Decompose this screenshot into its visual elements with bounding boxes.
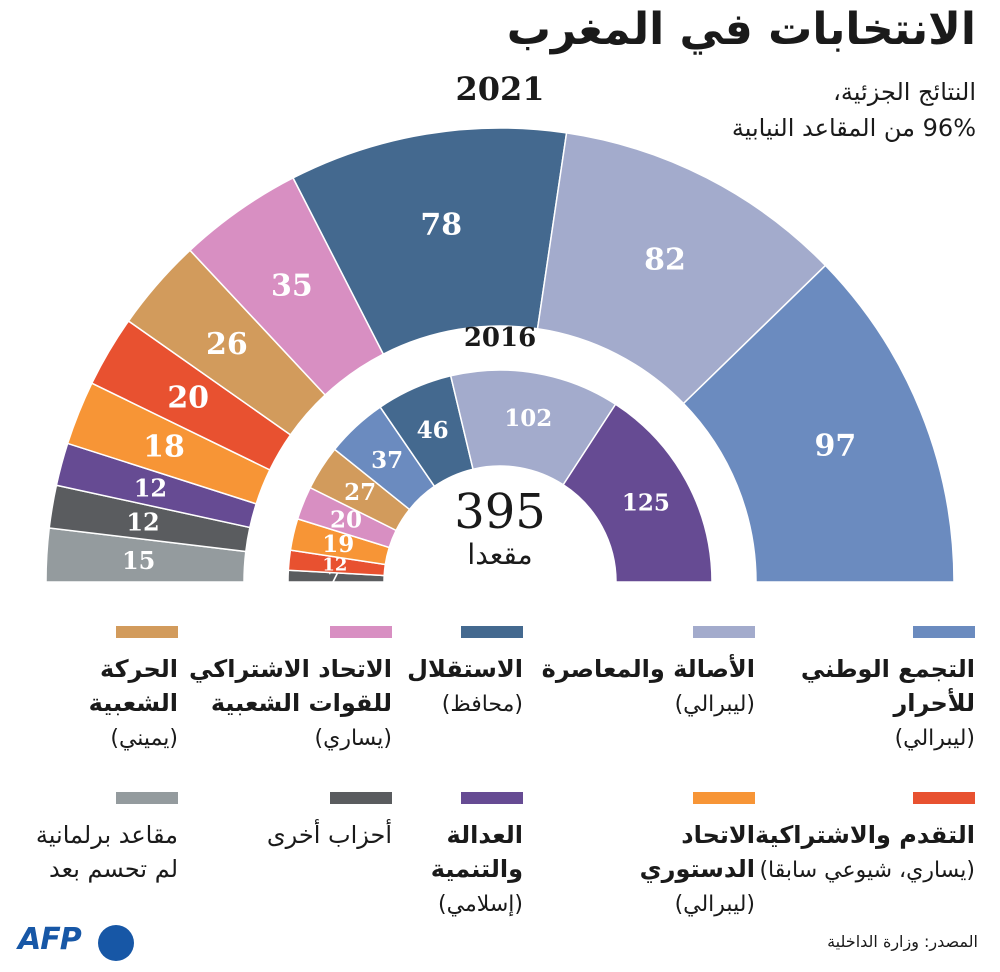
legend-name-other-0: أحزاب أخرى	[266, 821, 392, 849]
arc-label-2021-istiqlal: 78	[420, 207, 462, 242]
legend-swatch-undecided	[116, 792, 178, 804]
arc-segment-2021-rni	[682, 264, 955, 583]
arc-label-2021-uc: 18	[143, 430, 185, 465]
arc-label-2016-pjd: 125	[622, 489, 670, 516]
arc-label-2021-pjd: 12	[134, 474, 167, 503]
legend-swatch-pjd	[461, 792, 523, 804]
legend-item-usfp: الاتحاد الاشتراكي للقوات الشعبية (يساري)	[92, 626, 392, 766]
legend-desc-mp: (يميني)	[110, 726, 178, 751]
legend-item-istiqlal: الاستقلال (محافظ)	[223, 626, 523, 766]
legend-item-other: أحزاب أخرى	[92, 792, 392, 932]
legend-name-usfp-1: للقوات الشعبية	[210, 689, 392, 717]
legend-swatch-rni	[913, 626, 975, 638]
legend-name-pjd-0: العدالة	[446, 821, 523, 849]
subtitle-line-1: النتائج الجزئية،	[833, 78, 976, 106]
arc-label-2016-pps: 12	[322, 554, 347, 575]
source-note: المصدر: وزارة الداخلية	[827, 932, 978, 951]
arc-label-2016-uc: 19	[322, 531, 354, 558]
legend-name-pps-0: التقدم والاشتراكية	[755, 821, 975, 849]
legend-desc-pps: (يساري، شيوعي سابقا)	[759, 858, 975, 883]
legend-name-mp-1: الشعبية	[88, 689, 178, 717]
legend-item-mp: الحركة الشعبية (يميني)	[0, 626, 178, 766]
legend-desc-istiqlal: (محافظ)	[441, 692, 523, 717]
legend-desc-rni: (ليبرالي)	[894, 726, 975, 751]
legend-swatch-other	[330, 792, 392, 804]
legend-swatch-pps	[913, 792, 975, 804]
legend-swatch-pam	[693, 626, 755, 638]
legend-name-istiqlal-0: الاستقلال	[407, 655, 523, 683]
legend-item-pam: الأصالة والمعاصرة (ليبرالي)	[455, 626, 755, 766]
legend-name-mp-0: الحركة	[100, 655, 178, 683]
year-label-2021: 2021	[455, 70, 544, 108]
total-seats-value: 395	[454, 484, 546, 540]
legend-item-pjd: العدالة والتنمية (إسلامي)	[223, 792, 523, 932]
arc-label-2016-rni: 37	[371, 447, 403, 474]
legend-desc-pjd: (إسلامي)	[438, 892, 523, 917]
total-seats: 395 مقعدا	[420, 486, 580, 572]
subtitle-line-2: 96% من المقاعد النيابية	[731, 114, 976, 142]
arc-label-2021-pps: 20	[167, 381, 209, 416]
legend-name-rni-0: التجمع الوطني	[800, 655, 975, 683]
arc-label-2021-rni: 97	[815, 428, 857, 463]
legend-name-uc-0: الاتحاد	[681, 821, 755, 849]
legend-desc-pam: (ليبرالي)	[674, 692, 755, 717]
legend-item-pps: التقدم والاشتراكية (يساري، شيوعي سابقا)	[675, 792, 975, 932]
arc-segment-2016-pjd	[562, 403, 713, 583]
year-label-2016: 2016	[464, 323, 536, 353]
legend-name-rni-1: للأحرار	[893, 689, 975, 717]
arc-label-2016-mp: 27	[344, 479, 376, 506]
arc-label-2021-mp: 26	[206, 327, 248, 362]
arc-label-2021-other: 12	[126, 507, 159, 536]
afp-logo-dot	[98, 925, 134, 961]
page-title: الانتخابات في المغرب	[506, 4, 976, 55]
legend-item-undecided: مقاعد برلمانية لم تحسم بعد	[0, 792, 178, 932]
legend-desc-uc: (ليبرالي)	[674, 892, 755, 917]
legend-desc-usfp: (يساري)	[314, 726, 392, 751]
legend-swatch-usfp	[330, 626, 392, 638]
legend-name-pam-0: الأصالة والمعاصرة	[541, 655, 755, 683]
arc-label-2021-pam: 82	[644, 242, 686, 277]
legend-name-uc-1: الدستوري	[639, 855, 755, 883]
legend-name-undecided-0: مقاعد برلمانية	[35, 821, 178, 849]
legend-item-uc: الاتحاد الدستوري (ليبرالي)	[455, 792, 755, 932]
afp-logo: AFP	[18, 922, 82, 957]
legend-name-pjd-1: والتنمية	[430, 855, 523, 883]
legend-name-usfp-0: الاتحاد الاشتراكي	[189, 655, 392, 683]
arc-label-2016-istiqlal: 46	[417, 417, 449, 444]
legend-swatch-istiqlal	[461, 626, 523, 638]
arc-label-2016-pam: 102	[504, 405, 552, 432]
arc-label-2021-usfp: 35	[271, 268, 313, 303]
arc-label-2021-undecided: 15	[122, 546, 155, 575]
legend-name-undecided-1: لم تحسم بعد	[49, 855, 178, 883]
legend-swatch-uc	[693, 792, 755, 804]
legend-item-rni: التجمع الوطني للأحرار (ليبرالي)	[675, 626, 975, 766]
total-seats-unit: مقعدا	[467, 538, 533, 571]
legend-swatch-mp	[116, 626, 178, 638]
